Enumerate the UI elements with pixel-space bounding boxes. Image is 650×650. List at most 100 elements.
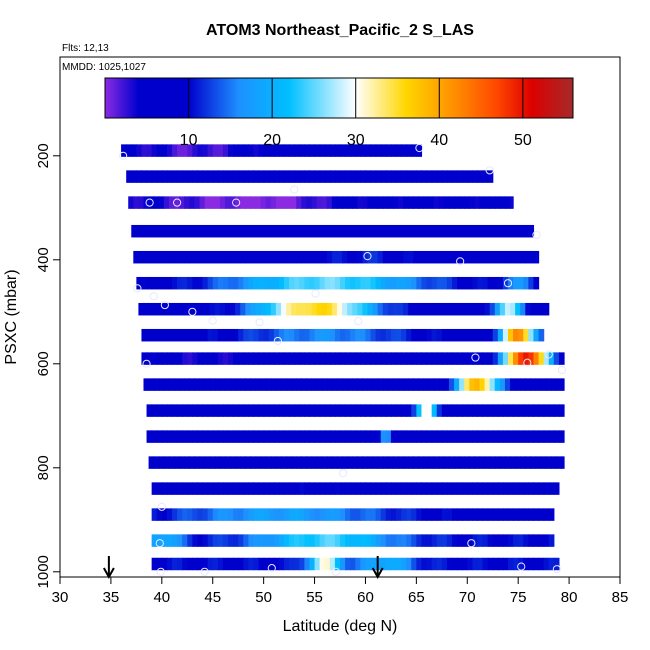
heatmap-cell [533,430,540,443]
heatmap-cell [497,328,504,342]
heatmap-cell [253,276,260,290]
heatmap-cell [270,456,277,469]
heatmap-cell [222,352,229,365]
heatmap-cell [518,328,524,342]
heatmap-cell [248,276,255,290]
heatmap-cell [263,170,270,183]
heatmap-cell [151,224,158,238]
heatmap-cell [484,250,491,264]
heatmap-cell [273,352,280,365]
heatmap-cell [525,378,531,391]
heatmap-cell [258,352,265,365]
heatmap-cell [243,557,249,571]
heatmap-cell [350,430,356,443]
heatmap-cell [207,508,214,521]
heatmap-cell [406,482,412,495]
heatmap-cell [189,378,195,391]
heatmap-cell [273,508,280,521]
heatmap-cell [182,276,188,290]
heatmap-cell [177,404,183,417]
colorbar-tick-label: 30 [347,132,365,149]
heatmap-cell [518,557,524,571]
colorbar-tick-label: 50 [514,132,532,149]
heatmap-cell [362,196,369,209]
heatmap-cell [382,302,389,316]
heatmap-cell [148,196,155,209]
heatmap-cell [146,328,153,342]
heatmap-cell [513,328,519,342]
x-tick-label: 45 [204,589,221,606]
heatmap-cell [370,534,377,547]
heatmap-cell [448,196,455,209]
heatmap-cell [228,404,234,417]
heatmap-cell [324,276,331,290]
heatmap-cell [472,352,479,365]
heatmap-cell [345,557,351,571]
heatmap-cell [243,352,249,365]
heatmap-cell [138,250,145,264]
heatmap-cell [401,482,407,495]
heatmap-cell [462,276,468,290]
heatmap-cell [365,352,372,365]
heatmap-cell [416,404,423,417]
heatmap-cell [182,482,188,495]
heatmap-cell [314,170,321,183]
heatmap-cell [141,276,148,290]
heatmap-cell [423,302,430,316]
heatmap-cell [370,224,377,238]
heatmap-cell [255,378,262,391]
heatmap-cell [408,302,414,316]
heatmap-cell [545,456,552,469]
heatmap-cell [217,170,224,183]
heatmap-cell [433,456,440,469]
heatmap-cell [487,328,494,342]
heatmap-cell [301,378,307,391]
heatmap-cell [464,302,470,316]
heatmap-cell [309,508,316,521]
heatmap-cell [329,224,336,238]
heatmap-cell [548,557,555,571]
heatmap-cell [174,196,180,209]
heatmap-cell [263,508,270,521]
heatmap-cell [224,196,231,209]
heatmap-cell [446,404,453,417]
heatmap-cell [370,328,377,342]
heatmap-cell [452,170,458,183]
heatmap-cell [250,196,257,209]
heatmap-cell [340,144,346,157]
heatmap-cell [314,557,321,571]
heatmap-cell [387,302,394,316]
x-tick-label: 55 [306,589,323,606]
heatmap-cell [141,352,148,365]
flight-points [119,143,567,576]
heatmap-cell [324,224,331,238]
heatmap-cell [166,328,173,342]
heatmap-cell [161,224,168,238]
heatmap-cell [523,557,529,571]
heatmap-cell [172,224,178,238]
heatmap-cell [452,328,458,342]
heatmap-cell [558,352,565,365]
heatmap-cell [238,508,244,521]
heatmap-cell [184,196,190,209]
heatmap-cell [352,378,358,391]
heatmap-cell [482,557,489,571]
heatmap-cell [406,170,412,183]
heatmap-cell [197,404,204,417]
heatmap-cell [464,456,470,469]
heatmap-cell [187,328,193,342]
y-tick-label: 400 [35,247,52,272]
heatmap-cell [520,302,526,316]
heatmap-cell [360,430,367,443]
heatmap-cell [426,352,433,365]
heatmap-cell [360,482,367,495]
heatmap-cell [513,276,519,290]
heatmap-cell [161,534,168,547]
heatmap-cell [459,456,465,469]
flight-point [273,336,282,346]
heatmap-cell [441,404,448,417]
heatmap-cell [345,534,351,547]
heatmap-cell [326,302,333,316]
heatmap-cell [367,250,374,264]
heatmap-cell [304,144,311,157]
